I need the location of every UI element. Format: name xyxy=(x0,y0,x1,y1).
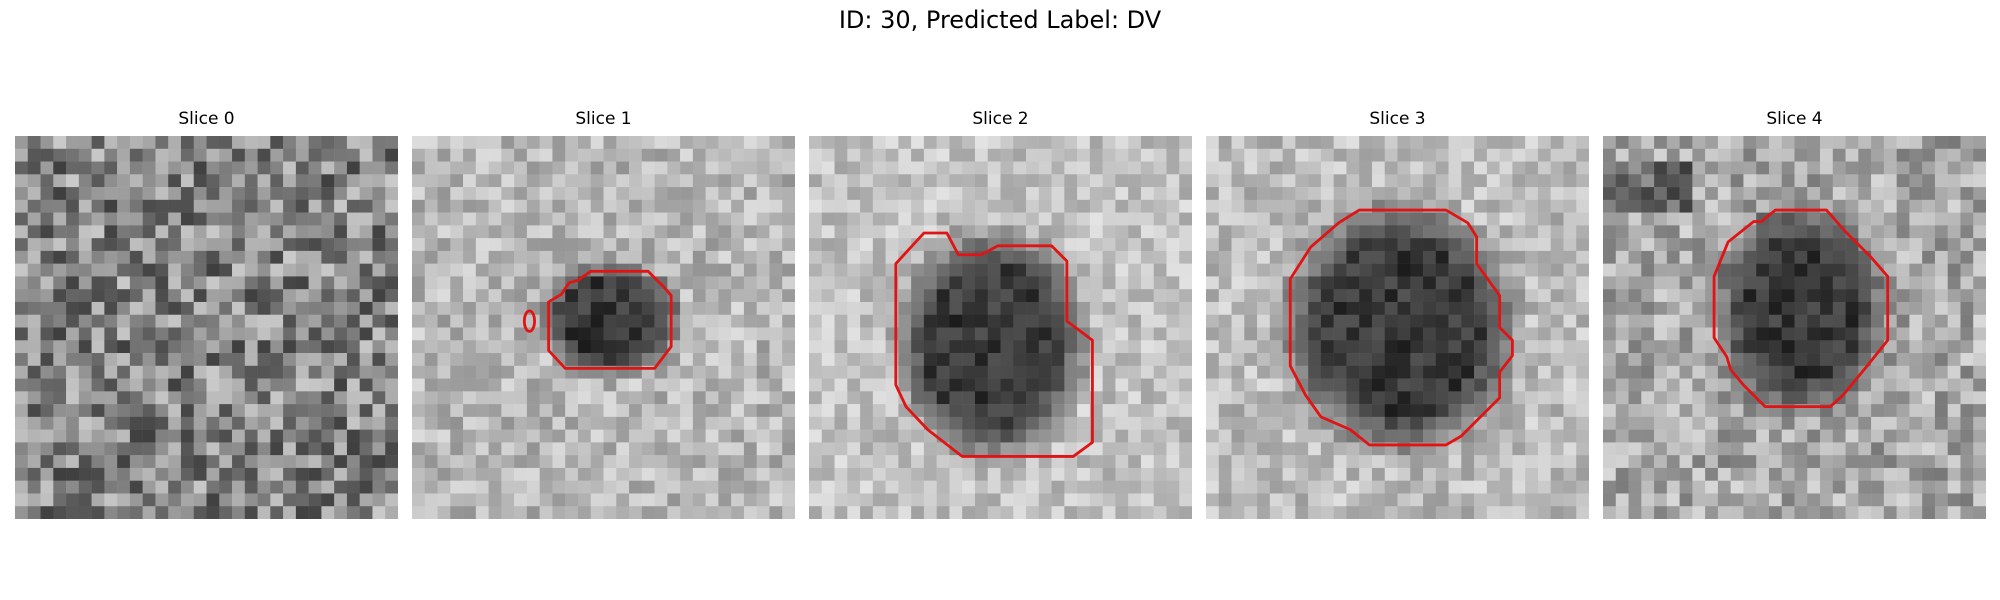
slice-image xyxy=(809,136,1192,519)
slice-image xyxy=(15,136,398,519)
slice-panel-2: Slice 2 xyxy=(809,108,1192,519)
slice-image xyxy=(1603,136,1986,519)
slice-title: Slice 1 xyxy=(575,109,632,129)
segmentation-contour xyxy=(547,269,673,370)
slice-image xyxy=(412,136,795,519)
segmentation-contour xyxy=(1288,208,1514,447)
segmentation-contour xyxy=(522,309,536,333)
figure-title: ID: 30, Predicted Label: DV xyxy=(838,6,1162,34)
segmentation-contour xyxy=(894,231,1094,458)
slice-title: Slice 0 xyxy=(178,109,235,129)
slice-title: Slice 4 xyxy=(1766,109,1823,129)
slice-panel-3: Slice 3 xyxy=(1206,108,1589,519)
slice-panel-4: Slice 4 xyxy=(1603,108,1986,519)
segmentation-contour xyxy=(1712,208,1890,409)
slice-panel-1: Slice 1 xyxy=(412,108,795,519)
slice-panel-0: Slice 0 xyxy=(15,108,398,519)
slice-title: Slice 2 xyxy=(972,109,1029,129)
slice-image xyxy=(1206,136,1589,519)
slice-title: Slice 3 xyxy=(1369,109,1426,129)
